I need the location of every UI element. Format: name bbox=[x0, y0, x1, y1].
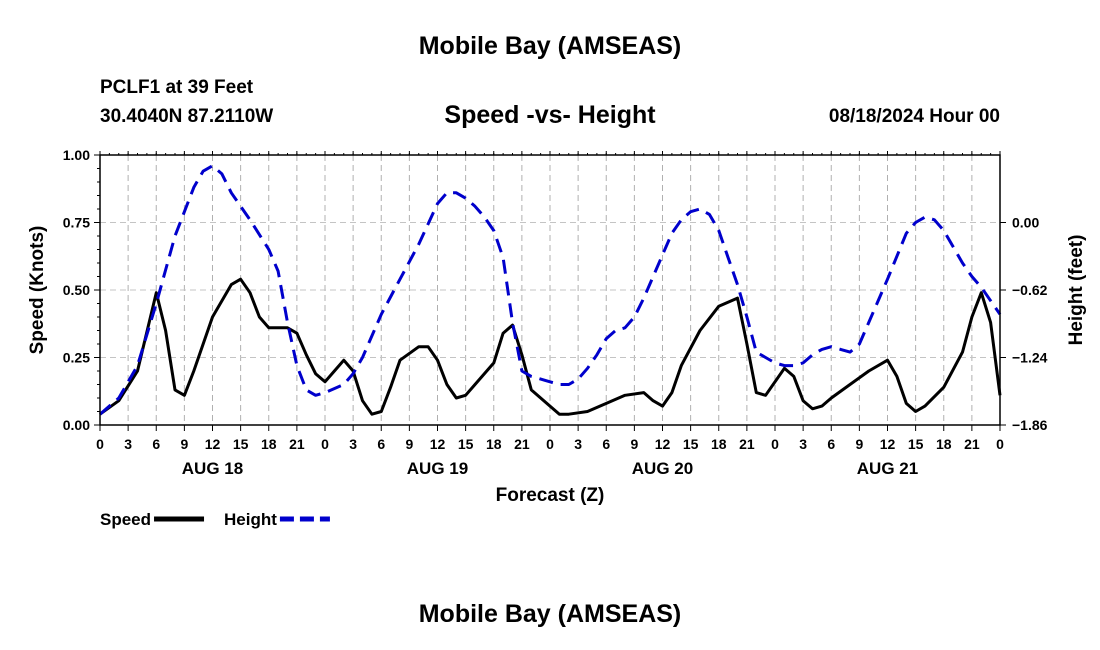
chart-subtitle: Speed -vs- Height bbox=[444, 101, 656, 129]
y2-tick-label: 0.00 bbox=[1012, 215, 1039, 231]
x-tick-label: 15 bbox=[233, 436, 249, 452]
x-tick-label: 0 bbox=[771, 436, 779, 452]
x-tick-label: 3 bbox=[124, 436, 132, 452]
day-label: AUG 18 bbox=[182, 459, 243, 478]
x-tick-label: 18 bbox=[486, 436, 502, 452]
x-tick-label: 6 bbox=[827, 436, 835, 452]
legend-label-speed: Speed bbox=[100, 510, 151, 529]
x-tick-label: 15 bbox=[908, 436, 924, 452]
station-label: PCLF1 at 39 Feet bbox=[100, 77, 254, 98]
forecast-datetime: 08/18/2024 Hour 00 bbox=[828, 106, 1000, 127]
x-tick-label: 3 bbox=[799, 436, 807, 452]
x-tick-label: 12 bbox=[430, 436, 446, 452]
x-tick-label: 9 bbox=[405, 436, 413, 452]
y-tick-label: 0.25 bbox=[63, 350, 90, 366]
x-tick-label: 3 bbox=[349, 436, 357, 452]
x-tick-label: 6 bbox=[152, 436, 160, 452]
x-tick-label: 6 bbox=[602, 436, 610, 452]
day-label: AUG 21 bbox=[857, 459, 918, 478]
x-tick-label: 15 bbox=[458, 436, 474, 452]
y-axis-label-right: Height (feet) bbox=[1066, 235, 1087, 346]
x-axis-label: Forecast (Z) bbox=[496, 485, 605, 506]
day-label: AUG 19 bbox=[407, 459, 468, 478]
x-tick-label: 12 bbox=[655, 436, 671, 452]
x-tick-label: 12 bbox=[205, 436, 221, 452]
y2-tick-label: −1.24 bbox=[1012, 350, 1048, 366]
x-tick-label: 18 bbox=[711, 436, 727, 452]
y-tick-label: 0.75 bbox=[63, 215, 90, 231]
x-tick-label: 12 bbox=[880, 436, 896, 452]
y-axis-label-left: Speed (Knots) bbox=[27, 226, 48, 355]
x-tick-label: 0 bbox=[96, 436, 104, 452]
x-tick-label: 18 bbox=[261, 436, 277, 452]
x-tick-label: 18 bbox=[936, 436, 952, 452]
x-tick-label: 9 bbox=[630, 436, 638, 452]
x-tick-label: 21 bbox=[289, 436, 305, 452]
x-tick-label: 15 bbox=[683, 436, 699, 452]
height-series-line bbox=[99, 164, 1002, 416]
plot-frame bbox=[99, 154, 1001, 426]
x-tick-label: 9 bbox=[855, 436, 863, 452]
y2-tick-label: −0.62 bbox=[1012, 282, 1048, 298]
y2-tick-label: −1.86 bbox=[1012, 417, 1048, 433]
footer-title: Mobile Bay (AMSEAS) bbox=[418, 600, 682, 628]
day-label: AUG 20 bbox=[632, 459, 693, 478]
chart-title: Mobile Bay (AMSEAS) bbox=[418, 32, 682, 60]
x-tick-label: 0 bbox=[546, 436, 554, 452]
x-tick-label: 3 bbox=[574, 436, 582, 452]
legend-label-height: Height bbox=[224, 510, 277, 529]
coordinates-label: 30.4040N 87.2110W bbox=[100, 106, 274, 127]
x-tick-label: 21 bbox=[514, 436, 530, 452]
y-tick-label: 1.00 bbox=[63, 147, 90, 163]
x-tick-label: 9 bbox=[180, 436, 188, 452]
x-tick-label: 21 bbox=[964, 436, 980, 452]
x-tick-label: 6 bbox=[377, 436, 385, 452]
x-tick-label: 0 bbox=[996, 436, 1004, 452]
x-tick-label: 21 bbox=[739, 436, 755, 452]
x-tick-label: 0 bbox=[321, 436, 329, 452]
y-tick-label: 0.00 bbox=[63, 417, 90, 433]
y-tick-label: 0.50 bbox=[63, 282, 90, 298]
